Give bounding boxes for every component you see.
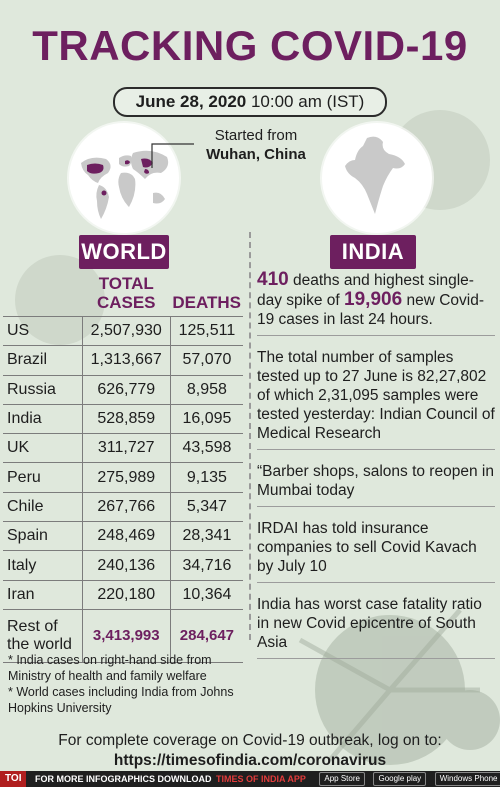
india-item-barber: “Barber shops, salons to reopen in Mumba… — [257, 460, 495, 507]
app-store-badge[interactable]: App Store — [319, 772, 365, 786]
country-cell: UK — [3, 433, 83, 463]
rest-deaths-cell: 284,647 — [169, 608, 243, 663]
table-row: Russia 626,779 8,958 — [3, 374, 243, 405]
india-item-deaths: 410 deaths and highest single-day spike … — [257, 268, 495, 336]
table-row: UK 311,727 43,598 — [3, 433, 243, 463]
country-header — [3, 270, 82, 317]
country-cell: Italy — [3, 550, 83, 581]
bottom-promo-bar: TOI FOR MORE INFOGRAPHICS DOWNLOAD TIMES… — [0, 771, 500, 787]
deaths-cell: 10,364 — [169, 579, 243, 610]
footer-link[interactable]: https://timesofindia.com/coronavirus — [113, 752, 387, 769]
deaths-cell: 57,070 — [169, 345, 243, 376]
google-play-badge[interactable]: Google play — [373, 772, 427, 786]
table-row: Peru 275,989 9,135 — [3, 462, 243, 493]
cases-cell: 528,859 — [81, 403, 171, 434]
country-cell: Spain — [3, 521, 83, 551]
time-value: 10:00 am (IST) — [250, 92, 365, 111]
rest-cases-cell: 3,413,993 — [81, 608, 171, 663]
toi-logo: TOI — [0, 771, 27, 787]
rest-of-world-row: Rest of the world 3,413,993 284,647 — [3, 608, 243, 663]
cases-cell: 311,727 — [81, 433, 171, 463]
date-value: June 28, 2020 — [135, 92, 247, 111]
country-cell: Peru — [3, 462, 83, 493]
deaths-cell: 28,341 — [169, 521, 243, 551]
country-cell: India — [3, 403, 83, 434]
origin-line1: Started from — [214, 127, 298, 144]
deaths-cell: 8,958 — [169, 374, 243, 405]
app-name: TIMES OF INDIA APP — [216, 774, 306, 784]
table-row: Spain 248,469 28,341 — [3, 521, 243, 551]
windows-phone-badge[interactable]: Windows Phone — [434, 772, 500, 786]
country-cell: Iran — [3, 579, 83, 610]
table-header-row: TOTAL CASES DEATHS — [3, 270, 243, 317]
cases-cell: 1,313,667 — [81, 345, 171, 376]
world-label: WORLD — [79, 235, 169, 269]
deaths-cell: 125,511 — [169, 315, 243, 346]
world-map-icon — [81, 150, 169, 219]
table-row: India 528,859 16,095 — [3, 403, 243, 434]
india-news-list: 410 deaths and highest single-day spike … — [257, 268, 495, 659]
footnote-india: * India cases on right-hand side from Mi… — [8, 653, 212, 683]
country-cell: US — [3, 315, 83, 346]
world-table: TOTAL CASES DEATHS US 2,507,930 125,511 Br… — [3, 270, 243, 663]
deaths-header: DEATHS — [172, 293, 241, 312]
deaths-cell: 9,135 — [169, 462, 243, 493]
table-row: Iran 220,180 10,364 — [3, 579, 243, 610]
table-row: US 2,507,930 125,511 — [3, 315, 243, 346]
promo-text: FOR MORE INFOGRAPHICS DOWNLOAD — [35, 774, 212, 784]
india-item-fatality: India has worst case fatality ratio in n… — [257, 593, 495, 659]
cases-cell: 248,469 — [81, 521, 171, 551]
deaths-cell: 43,598 — [169, 433, 243, 463]
cases-cell: 626,779 — [81, 374, 171, 405]
india-map-icon — [345, 136, 405, 214]
footer: For complete coverage on Covid-19 outbre… — [0, 731, 500, 771]
cases-cell: 240,136 — [81, 550, 171, 581]
india-item-samples: The total number of samples tested up to… — [257, 346, 495, 450]
table-row: Brazil 1,313,667 57,070 — [3, 345, 243, 376]
deaths-cell: 16,095 — [169, 403, 243, 434]
india-globe — [322, 123, 432, 233]
country-cell: Brazil — [3, 345, 83, 376]
deaths-cell: 34,716 — [169, 550, 243, 581]
cases-cell: 220,180 — [81, 579, 171, 610]
country-cell: Chile — [3, 491, 83, 522]
column-divider — [249, 232, 251, 640]
country-cell: Russia — [3, 374, 83, 405]
table-row: Chile 267,766 5,347 — [3, 491, 243, 522]
rest-label: Rest of the world — [3, 608, 83, 663]
cases-cell: 2,507,930 — [81, 315, 171, 346]
origin-note: Started from Wuhan, China — [196, 126, 316, 164]
page-title: TRACKING COVID-19 — [32, 22, 468, 69]
table-row: Italy 240,136 34,716 — [3, 550, 243, 581]
india-item-irdai: IRDAI has told insurance companies to se… — [257, 517, 495, 583]
cases-cell: 275,989 — [81, 462, 171, 493]
date-badge: June 28, 2020 10:00 am (IST) — [113, 87, 387, 117]
origin-line2: Wuhan, China — [206, 146, 306, 163]
footnote-world: * World cases including India from Johns… — [8, 685, 234, 715]
india-label: INDIA — [330, 235, 416, 269]
world-globe — [69, 123, 179, 233]
deaths-cell: 5,347 — [169, 491, 243, 522]
cases-cell: 267,766 — [81, 491, 171, 522]
footnotes: * India cases on right-hand side from Mi… — [8, 652, 248, 716]
cases-header: TOTAL CASES — [96, 274, 156, 312]
pointer-line — [151, 143, 194, 168]
footer-text: For complete coverage on Covid-19 outbre… — [58, 732, 442, 749]
